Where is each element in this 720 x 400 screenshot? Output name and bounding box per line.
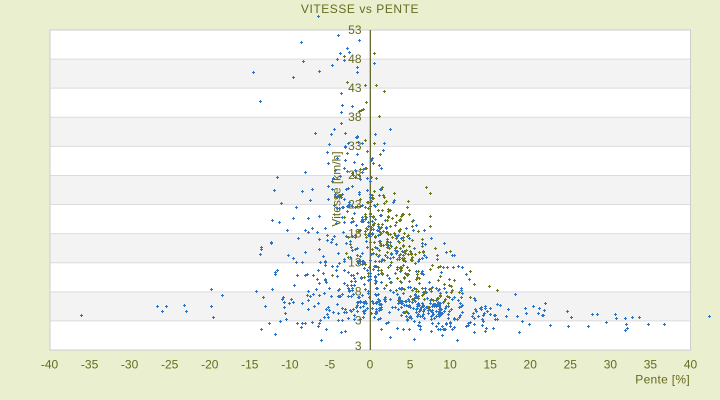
svg-text:-15: -15 — [241, 358, 259, 372]
svg-text:VITESSE vs PENTE: VITESSE vs PENTE — [301, 2, 419, 16]
svg-text:20: 20 — [524, 358, 538, 372]
svg-text:-30: -30 — [121, 358, 139, 372]
svg-text:0: 0 — [367, 358, 374, 372]
svg-text:13: 13 — [348, 255, 362, 269]
svg-text:8: 8 — [355, 285, 362, 299]
svg-text:-10: -10 — [281, 358, 299, 372]
svg-text:53: 53 — [348, 23, 362, 37]
svg-text:38: 38 — [348, 110, 362, 124]
svg-text:25: 25 — [564, 358, 578, 372]
svg-text:30: 30 — [604, 358, 618, 372]
svg-text:35: 35 — [644, 358, 658, 372]
svg-text:18: 18 — [348, 226, 362, 240]
svg-text:3: 3 — [355, 314, 362, 328]
svg-text:10: 10 — [443, 358, 457, 372]
svg-text:3: 3 — [355, 339, 362, 353]
svg-text:-20: -20 — [201, 358, 219, 372]
svg-text:43: 43 — [348, 81, 362, 95]
svg-text:40: 40 — [684, 358, 698, 372]
svg-text:-40: -40 — [41, 358, 59, 372]
svg-text:Pente [%]: Pente [%] — [635, 373, 690, 387]
svg-text:33: 33 — [348, 139, 362, 153]
svg-text:-25: -25 — [161, 358, 179, 372]
svg-text:48: 48 — [348, 52, 362, 66]
svg-text:-5: -5 — [325, 358, 336, 372]
svg-text:28: 28 — [348, 168, 362, 182]
svg-text:Vitesse [km/h]: Vitesse [km/h] — [329, 151, 343, 226]
svg-text:23: 23 — [348, 197, 362, 211]
svg-text:15: 15 — [484, 358, 498, 372]
svg-text:5: 5 — [407, 358, 414, 372]
svg-text:-35: -35 — [81, 358, 99, 372]
